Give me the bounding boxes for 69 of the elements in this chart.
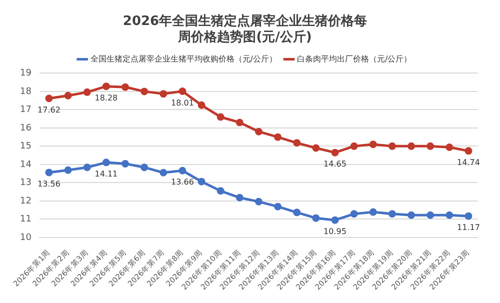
data-label: 14.11	[94, 170, 118, 179]
point	[102, 158, 110, 166]
point	[254, 128, 262, 136]
y-tick-label: 11	[20, 214, 32, 225]
point	[198, 178, 206, 186]
y-tick-label: 13	[20, 178, 32, 188]
data-label: 18.28	[94, 93, 118, 102]
point	[178, 166, 186, 174]
point	[216, 187, 224, 195]
point	[331, 148, 339, 156]
legend-label: 全国生猪定点屠宰企业生猪平均收购价格（元/公斤）	[90, 54, 278, 64]
point	[446, 144, 454, 152]
point	[254, 198, 262, 206]
data-label: 13.66	[171, 178, 194, 187]
point	[198, 101, 206, 109]
point	[140, 88, 148, 96]
data-label: 10.95	[324, 227, 346, 236]
y-tick-label: 10	[20, 232, 32, 243]
point	[274, 202, 282, 210]
point	[350, 142, 358, 150]
point	[45, 168, 53, 176]
point	[293, 208, 301, 216]
point	[426, 142, 434, 150]
point	[408, 211, 416, 219]
point	[102, 82, 110, 90]
point	[426, 211, 434, 219]
y-tick-label: 15	[20, 142, 32, 152]
legend-label: 白条肉平均出厂价格（元/公斤）	[297, 54, 412, 64]
point	[408, 142, 416, 150]
point	[369, 208, 377, 216]
point	[293, 139, 301, 147]
point	[446, 211, 454, 219]
point	[83, 88, 91, 96]
point	[160, 90, 168, 98]
data-label: 14.74	[457, 158, 480, 168]
point	[369, 140, 377, 148]
point	[388, 210, 396, 218]
point	[140, 164, 148, 172]
y-tick-label: 16	[20, 123, 32, 134]
point	[83, 164, 91, 172]
point	[331, 216, 339, 224]
y-tick-label: 18	[20, 86, 32, 97]
point	[236, 118, 244, 126]
data-label: 18.01	[171, 98, 194, 108]
point	[464, 147, 472, 155]
y-tick-label: 17	[20, 105, 32, 116]
point	[122, 83, 130, 91]
data-label: 11.17	[457, 223, 480, 232]
y-tick-label: 12	[20, 196, 32, 206]
chart-title: 2026年全国生猪定点屠宰企业生猪价格每周价格趋势图(元/公斤)	[122, 13, 368, 45]
point	[178, 88, 186, 96]
point	[350, 210, 358, 218]
data-label: 17.62	[38, 105, 60, 114]
point	[388, 142, 396, 150]
point	[274, 133, 282, 141]
point	[122, 160, 130, 168]
data-label: 13.56	[38, 180, 60, 189]
point	[160, 168, 168, 176]
point	[312, 214, 320, 222]
point	[64, 92, 72, 100]
y-tick-label: 14	[20, 160, 32, 170]
data-label: 14.65	[324, 160, 346, 169]
point	[312, 144, 320, 152]
point	[45, 94, 53, 102]
y-tick-label: 19	[20, 68, 32, 79]
point	[64, 166, 72, 174]
point	[464, 212, 472, 220]
point	[236, 194, 244, 202]
point	[216, 113, 224, 121]
